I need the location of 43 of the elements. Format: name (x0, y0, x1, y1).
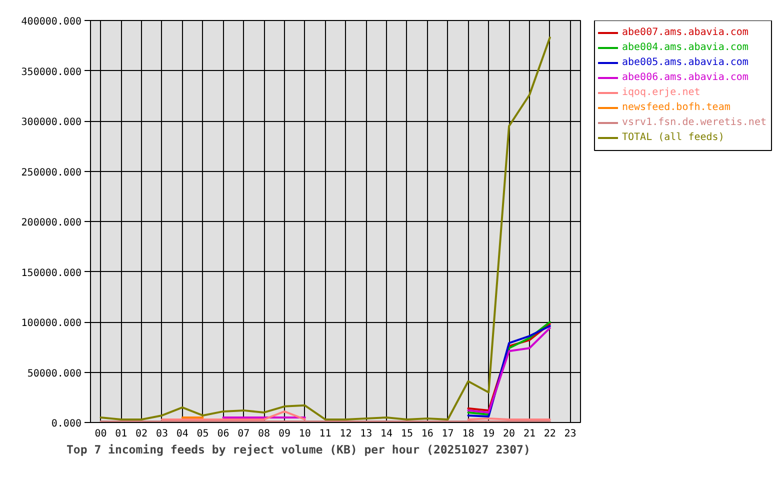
y-tick-label: 400000.000 (21, 16, 82, 28)
y-tick-label: 250000.000 (21, 167, 82, 178)
legend-label: abe007.ams.abavia.com (622, 26, 748, 40)
line-series (100, 36, 551, 420)
x-tick-label: 06 (217, 428, 230, 440)
y-tick-label: 200000.000 (21, 218, 82, 228)
y-tick-label: 100000.000 (21, 318, 82, 329)
x-tick-label: 05 (196, 428, 209, 440)
x-tick-label: 09 (278, 428, 290, 440)
x-tick-label: 20 (503, 428, 516, 440)
y-tick-label: 350000.000 (21, 66, 82, 78)
x-tick-label: 23 (564, 428, 576, 440)
text: Top 7 incoming feeds by reject volume (KB) per hour (20251027 2307) (66, 442, 530, 456)
x-tick-label: 04 (176, 428, 188, 440)
y-tick-label: 0.000 (51, 418, 82, 430)
x-tick-label: 14 (380, 428, 393, 440)
x-tick-label: 12 (340, 428, 352, 440)
x-tick-label: 02 (136, 428, 148, 440)
y-tick-label: 50000.000 (27, 368, 82, 380)
legend-label: TOTAL (all feeds) (622, 131, 724, 145)
x-tick-label: 15 (400, 428, 413, 440)
x-tick-label: 00 (94, 428, 107, 440)
legend-label: newsfeed.bofh.team (622, 101, 730, 115)
legend-label: abe006.ams.abavia.com (622, 71, 748, 85)
x-tick-label: 17 (442, 428, 454, 440)
x-tick-label: 19 (482, 428, 495, 440)
legend-label: abe004.ams.abavia.com (622, 41, 748, 55)
x-tick-label: 16 (421, 428, 434, 440)
y-tick-label: 300000.000 (21, 117, 82, 128)
legend-label: iqoq.erje.net (622, 86, 700, 100)
x-tick-label: 10 (298, 428, 311, 440)
y-tick-label: 150000.000 (21, 268, 82, 279)
legend-label: vsrv1.fsn.de.weretis.net (622, 116, 766, 130)
x-tick-label: 21 (523, 428, 536, 440)
x-tick-label: 07 (238, 428, 250, 440)
x-tick-label: 08 (258, 428, 270, 440)
x-tick-label: 11 (319, 428, 332, 440)
x-tick-label: 13 (360, 428, 372, 440)
legend-label: abe005.ams.abavia.com (622, 56, 748, 70)
x-tick-label: 22 (544, 428, 556, 440)
x-tick-label: 01 (115, 428, 128, 440)
x-tick-label: 03 (156, 428, 168, 440)
x-tick-label: 18 (462, 428, 474, 440)
